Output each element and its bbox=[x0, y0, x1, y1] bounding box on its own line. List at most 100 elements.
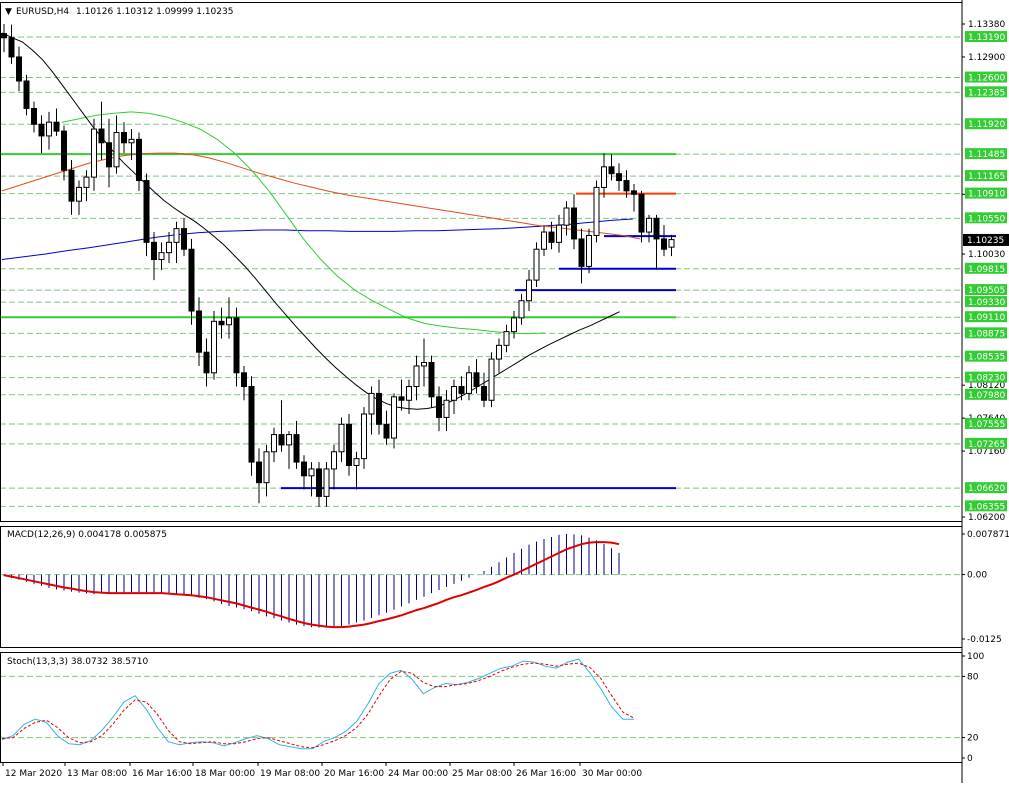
candle[interactable] bbox=[338, 417, 345, 463]
candle[interactable] bbox=[631, 183, 637, 212]
candle[interactable] bbox=[188, 238, 195, 325]
candle[interactable] bbox=[278, 400, 285, 452]
candle-body bbox=[361, 413, 367, 460]
candle[interactable] bbox=[458, 376, 465, 401]
candle[interactable] bbox=[256, 448, 262, 504]
candle[interactable] bbox=[151, 232, 157, 281]
candle[interactable] bbox=[211, 311, 217, 380]
candle[interactable] bbox=[136, 132, 142, 191]
candle[interactable] bbox=[293, 420, 300, 469]
candle[interactable] bbox=[533, 242, 540, 287]
candle[interactable] bbox=[661, 225, 667, 257]
candle[interactable] bbox=[263, 444, 270, 497]
candle[interactable] bbox=[106, 118, 112, 188]
candle[interactable] bbox=[121, 122, 127, 154]
candle-body bbox=[511, 317, 517, 333]
candle[interactable] bbox=[158, 242, 165, 270]
candle[interactable] bbox=[563, 201, 570, 236]
candle[interactable] bbox=[218, 307, 225, 339]
candle[interactable] bbox=[181, 218, 187, 257]
price-level-box bbox=[965, 327, 1007, 339]
candle[interactable] bbox=[113, 115, 120, 174]
candle[interactable] bbox=[653, 214, 660, 270]
candle[interactable] bbox=[616, 163, 622, 191]
candle[interactable] bbox=[578, 228, 585, 284]
candle[interactable] bbox=[646, 214, 652, 243]
candle[interactable] bbox=[571, 194, 577, 250]
candle[interactable] bbox=[1, 24, 7, 53]
candle[interactable] bbox=[623, 170, 630, 198]
candle[interactable] bbox=[406, 379, 412, 415]
candle[interactable] bbox=[53, 108, 60, 136]
candle[interactable] bbox=[518, 293, 525, 325]
candle[interactable] bbox=[421, 338, 427, 387]
candle[interactable] bbox=[331, 444, 337, 490]
candle[interactable] bbox=[586, 228, 592, 274]
candle-body bbox=[188, 248, 195, 312]
candle[interactable] bbox=[76, 180, 82, 215]
candle[interactable] bbox=[451, 379, 457, 415]
candle[interactable] bbox=[16, 46, 22, 92]
candle[interactable] bbox=[46, 111, 52, 150]
candle[interactable] bbox=[436, 386, 442, 432]
candle[interactable] bbox=[38, 115, 45, 154]
candle-body bbox=[263, 451, 270, 484]
candle[interactable] bbox=[271, 427, 277, 463]
candle[interactable] bbox=[376, 379, 382, 435]
candle[interactable] bbox=[68, 159, 75, 215]
candle[interactable] bbox=[83, 170, 90, 202]
candle[interactable] bbox=[608, 154, 615, 181]
candle[interactable] bbox=[31, 101, 37, 133]
candle[interactable] bbox=[61, 125, 67, 181]
candle[interactable] bbox=[496, 338, 502, 373]
candle[interactable] bbox=[166, 232, 172, 263]
candle[interactable] bbox=[128, 129, 135, 160]
candle[interactable] bbox=[173, 221, 180, 263]
candle[interactable] bbox=[488, 352, 495, 408]
candle[interactable] bbox=[353, 451, 360, 490]
candle[interactable] bbox=[308, 462, 315, 497]
candle[interactable] bbox=[541, 225, 547, 257]
candle[interactable] bbox=[368, 386, 375, 435]
candle[interactable] bbox=[466, 365, 472, 401]
candle[interactable] bbox=[503, 324, 510, 353]
candle[interactable] bbox=[301, 455, 307, 490]
candle[interactable] bbox=[248, 376, 255, 476]
price-level-label: 1.06355 bbox=[968, 502, 1005, 512]
candle[interactable] bbox=[526, 269, 532, 312]
candle[interactable] bbox=[98, 101, 105, 160]
candle[interactable] bbox=[556, 214, 562, 253]
candle[interactable] bbox=[481, 372, 487, 408]
candle[interactable] bbox=[601, 153, 607, 198]
price-level-label: 1.08535 bbox=[968, 353, 1005, 363]
candle[interactable] bbox=[196, 297, 202, 366]
candle[interactable] bbox=[511, 311, 517, 339]
candle[interactable] bbox=[391, 393, 397, 449]
candle[interactable] bbox=[323, 462, 330, 507]
candle[interactable] bbox=[638, 190, 645, 243]
candle[interactable] bbox=[143, 173, 150, 257]
candle[interactable] bbox=[346, 414, 352, 476]
candle-body bbox=[593, 186, 600, 236]
candle[interactable] bbox=[23, 74, 30, 116]
candle[interactable] bbox=[668, 234, 675, 257]
candle[interactable] bbox=[443, 389, 450, 432]
candle[interactable] bbox=[316, 462, 322, 507]
candle[interactable] bbox=[473, 359, 480, 394]
candle[interactable] bbox=[203, 338, 210, 387]
candle[interactable] bbox=[593, 180, 600, 243]
candle[interactable] bbox=[548, 221, 555, 250]
candle[interactable] bbox=[383, 410, 390, 445]
candle[interactable] bbox=[226, 297, 232, 339]
candle[interactable] bbox=[428, 355, 435, 408]
candle[interactable] bbox=[91, 118, 97, 191]
candle[interactable] bbox=[233, 307, 240, 387]
candle[interactable] bbox=[413, 355, 420, 401]
candle-body bbox=[1, 33, 7, 39]
candle[interactable] bbox=[398, 379, 405, 411]
candle[interactable] bbox=[361, 407, 367, 469]
main-header-marker[interactable]: ▼ bbox=[5, 7, 12, 17]
candle[interactable] bbox=[241, 365, 247, 401]
candle[interactable] bbox=[8, 24, 15, 64]
candle[interactable] bbox=[286, 431, 292, 469]
